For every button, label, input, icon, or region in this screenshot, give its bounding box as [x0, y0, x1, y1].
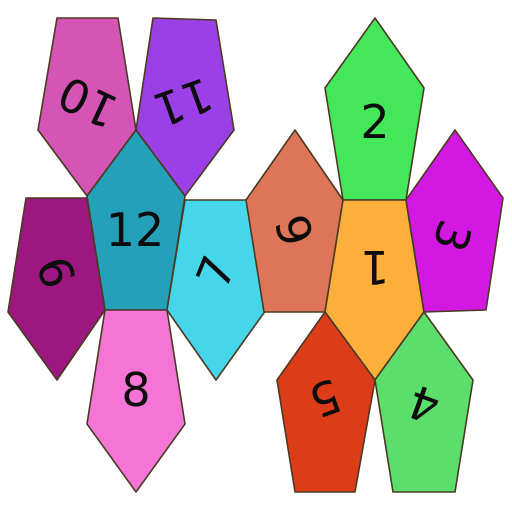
face-6-pentagon	[245, 129, 344, 313]
face-8-label: 8	[121, 363, 150, 417]
face-10: 10	[37, 17, 137, 197]
face-12-label: 12	[106, 203, 165, 257]
face-11: 11	[135, 17, 235, 197]
face-9-pentagon	[7, 197, 106, 381]
face-8: 8	[86, 309, 186, 493]
face-5-pentagon	[276, 311, 376, 493]
face-8-pentagon	[86, 309, 186, 493]
face-9: 9	[7, 197, 106, 381]
face-1-label: 1	[360, 240, 389, 294]
face-3: 3	[405, 129, 504, 313]
face-2-label: 2	[360, 95, 389, 149]
face-5: 5	[276, 311, 376, 493]
face-4-pentagon	[374, 311, 474, 493]
face-7-pentagon	[166, 199, 267, 381]
face-6: 6	[245, 129, 344, 313]
face-3-pentagon	[405, 129, 504, 313]
face-4: 4	[374, 311, 474, 493]
face-7: 7	[166, 199, 267, 381]
face-2: 2	[324, 17, 425, 201]
face-11-pentagon	[135, 17, 235, 197]
